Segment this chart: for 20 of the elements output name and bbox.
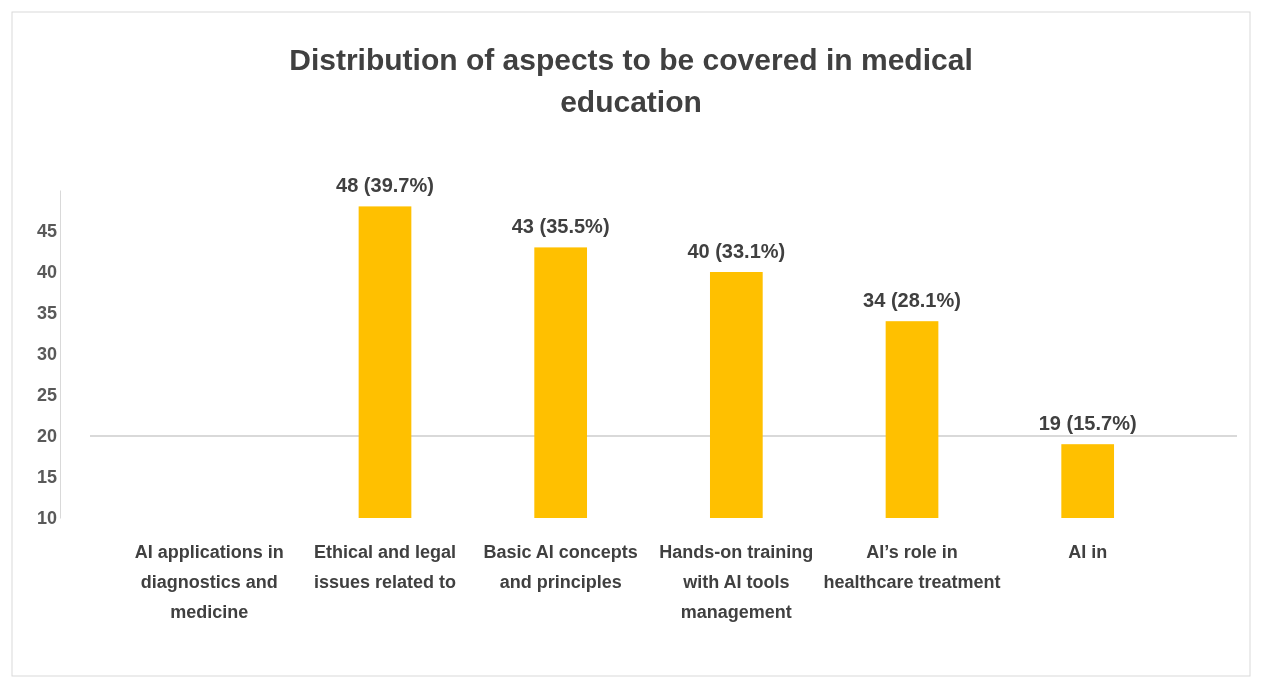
data-label: 34 (28.1%)	[863, 289, 961, 312]
y-tick-label: 25	[36, 385, 57, 406]
y-tick-label: 30	[36, 344, 57, 365]
x-tick-label: AI in	[1068, 542, 1108, 562]
y-tick-label: 40	[36, 262, 57, 283]
y-tick-label: 20	[36, 426, 57, 447]
x-tick-label: AI applications in diagnostics and medicine	[134, 542, 284, 622]
y-tick-label: 15	[36, 467, 57, 488]
x-tick-label: Hands-on training with AI tools management	[659, 542, 814, 622]
y-tick-label: 45	[36, 221, 57, 242]
data-label: 40 (33.1%)	[687, 240, 786, 262]
data-label: 43 (35.5%)	[511, 215, 610, 238]
chart-title: Distribution of aspects to be covered in medical education	[289, 43, 973, 118]
x-tick-label: Ethical and legal issues related to	[313, 542, 457, 592]
y-tick-label: 35	[36, 303, 57, 324]
data-label: 48 (39.7%)	[336, 174, 434, 197]
x-tick-label: Basic AI concepts and principles	[483, 542, 638, 592]
y-tick-label: 10	[36, 508, 57, 529]
x-tick-label: AI’s role in healthcare treatment	[823, 542, 1001, 592]
data-label: 19 (15.7%)	[1038, 412, 1137, 435]
